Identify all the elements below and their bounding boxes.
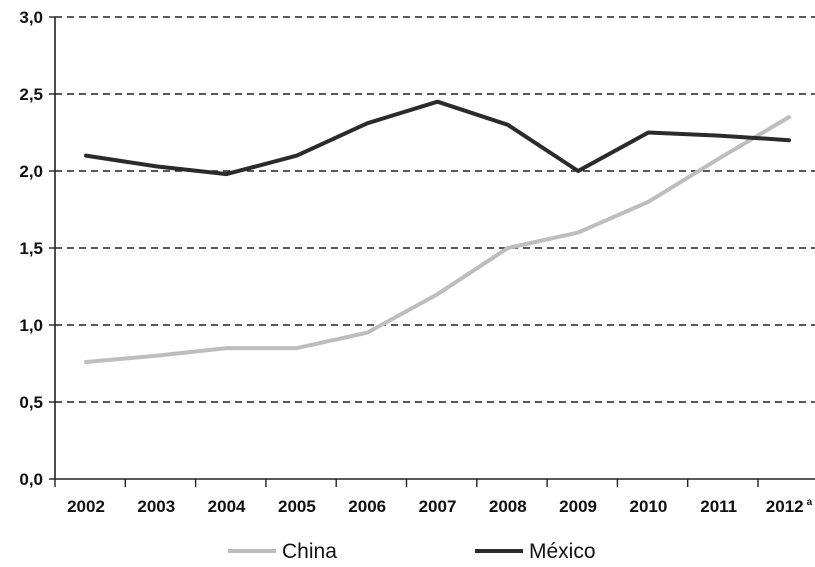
series-line-mxico [84, 99, 791, 177]
series-line-china [84, 115, 791, 364]
x-tick-label: 2011 [700, 497, 737, 516]
y-tick-label: 1,5 [19, 239, 43, 258]
y-tick-label: 0,0 [19, 470, 43, 489]
y-axis-ticks: 0,0 0,5 1,0 1,5 2,0 2,5 3,0 [19, 8, 55, 489]
y-tick-label: 0,5 [19, 393, 43, 412]
x-axis-ticks: 2002 2003 2004 2005 2006 2007 2008 2009 2010 2011… [54, 479, 813, 516]
x-tick-label: 2006 [348, 497, 386, 516]
x-tick-label: 2009 [559, 497, 597, 516]
x-tick-label: 2002 [67, 497, 105, 516]
x-tick-footnote-marker: a [807, 497, 813, 508]
legend-label: China [282, 540, 337, 563]
x-tick-label: 2007 [419, 497, 457, 516]
grid-lines [55, 16, 815, 403]
legend-label: México [529, 540, 596, 563]
legend: China México [228, 540, 596, 563]
x-tick-label: 2005 [278, 497, 316, 516]
x-tick-label: 2010 [629, 497, 667, 516]
x-tick-label: 2012 a [766, 497, 813, 516]
x-tick-label: 2003 [137, 497, 175, 516]
y-tick-label: 1,0 [19, 316, 43, 335]
y-tick-label: 3,0 [19, 8, 43, 27]
series-lines [84, 99, 791, 364]
y-tick-label: 2,5 [19, 85, 43, 104]
x-tick-label: 2004 [208, 497, 246, 516]
x-tick-label: 2008 [489, 497, 527, 516]
y-tick-label: 2,0 [19, 162, 43, 181]
